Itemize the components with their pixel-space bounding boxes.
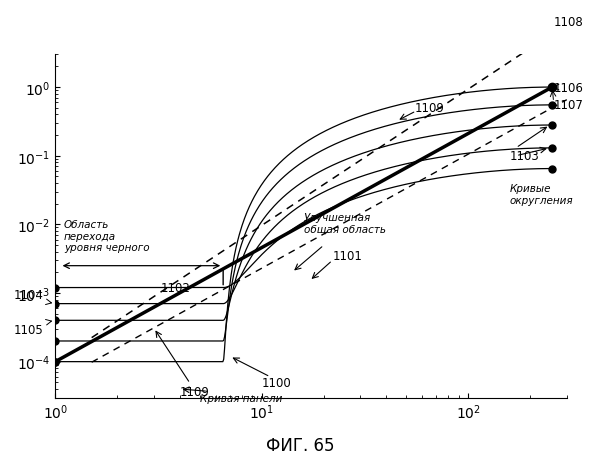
Text: 1105: 1105 [14,324,44,337]
Text: 1102: 1102 [160,281,190,294]
Text: Кривая панели: Кривая панели [200,393,282,403]
Text: 1107: 1107 [554,99,584,112]
Text: Кривые
округления: Кривые округления [509,184,573,205]
Text: 1100: 1100 [262,376,292,389]
Text: 1104: 1104 [14,288,44,301]
Text: 1108: 1108 [554,16,584,29]
Text: ФИГ. 65: ФИГ. 65 [266,437,334,454]
Text: Улучшенная
общая область: Улучшенная общая область [304,213,386,235]
Text: 1103: 1103 [509,150,539,163]
Text: Область
перехода
уровня черного: Область перехода уровня черного [64,219,149,252]
Text: 1109: 1109 [179,386,209,398]
Text: 1101: 1101 [332,250,362,263]
Text: 1106: 1106 [554,81,584,95]
Text: 1109: 1109 [415,102,445,115]
